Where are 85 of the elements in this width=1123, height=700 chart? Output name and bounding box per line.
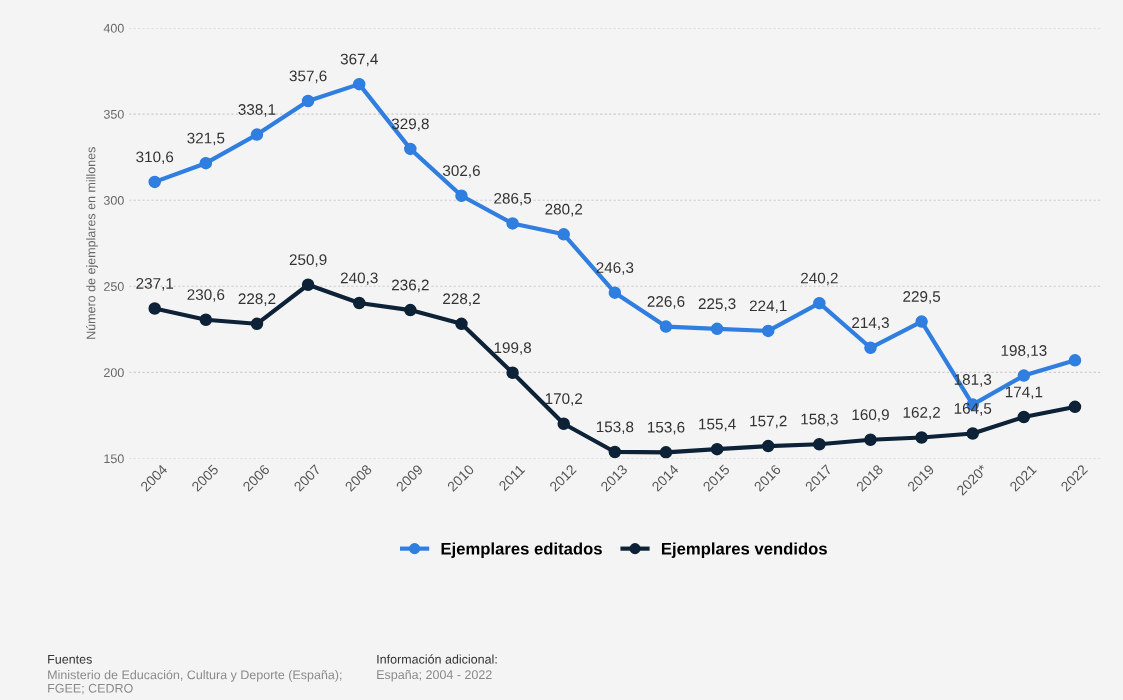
point — [557, 228, 570, 241]
point — [915, 431, 928, 444]
data-label: 228,2 — [443, 293, 480, 306]
y-tick-label: 350 — [103, 109, 124, 119]
point — [608, 445, 622, 459]
point — [864, 433, 877, 446]
point — [864, 341, 877, 355]
y-tick-label: 300 — [103, 196, 124, 205]
point — [199, 313, 213, 326]
text: Ministerio de Educación, Cultura y Deporte (España); FGEE; CEDRO — [48, 669, 342, 695]
data-label: 329,8 — [391, 118, 429, 131]
legend-label: Ejemplares vendidos — [661, 542, 827, 558]
point — [404, 142, 417, 156]
data-label: 170,2 — [545, 393, 583, 406]
data-label: 198,13 — [1001, 345, 1047, 358]
point — [250, 128, 264, 141]
point — [966, 427, 979, 440]
y-tick-label: 400 — [103, 23, 124, 33]
y-tick-label: 150 — [104, 454, 124, 464]
point — [761, 324, 775, 338]
point — [761, 439, 775, 453]
data-label: 153,8 — [596, 421, 634, 435]
point — [352, 296, 366, 310]
data-label: 199,8 — [494, 342, 532, 355]
point — [1017, 369, 1031, 382]
point — [710, 442, 724, 456]
data-label: 153,6 — [648, 421, 685, 435]
text: Información adicional: — [377, 654, 497, 664]
point — [148, 302, 161, 315]
point — [148, 175, 161, 189]
point — [1017, 410, 1031, 424]
data-label: 157,2 — [750, 415, 787, 429]
y-tick-label: 250 — [104, 282, 124, 291]
point — [710, 322, 724, 336]
point — [1068, 400, 1082, 414]
point — [608, 286, 622, 299]
data-label: 286,5 — [494, 192, 532, 206]
text: Fuentes — [48, 654, 92, 664]
data-label: 174,1 — [1005, 386, 1043, 400]
data-label: 158,3 — [801, 413, 838, 427]
point — [813, 296, 826, 310]
data-label: 160,9 — [852, 409, 889, 422]
data-label: 357,6 — [289, 70, 327, 84]
legend-label: Ejemplares editados — [441, 542, 602, 558]
data-label: 229,5 — [903, 291, 941, 304]
point — [301, 278, 315, 292]
point — [659, 320, 673, 333]
point — [199, 156, 213, 170]
data-label: 230,6 — [187, 289, 225, 302]
data-label: 321,5 — [187, 132, 225, 146]
data-label: 214,3 — [852, 317, 889, 330]
data-label: 236,2 — [391, 279, 429, 293]
point — [404, 303, 417, 317]
y-axis-title: Número de ejemplares en millones — [86, 147, 98, 339]
point — [659, 446, 673, 459]
data-label: 302,6 — [442, 165, 480, 178]
point — [915, 315, 928, 328]
point — [506, 217, 519, 230]
point — [250, 317, 264, 331]
point — [301, 94, 315, 108]
data-label: 225,3 — [698, 298, 736, 311]
data-label: 224,1 — [749, 300, 787, 314]
data-label: 280,2 — [545, 203, 583, 217]
data-label: 250,9 — [289, 254, 327, 267]
point — [506, 366, 519, 379]
data-label: 240,3 — [340, 272, 378, 286]
data-label: 246,3 — [596, 262, 634, 275]
point — [1068, 354, 1082, 367]
text: España; 2004 - 2022 — [377, 669, 492, 682]
data-label: 310,6 — [136, 151, 174, 165]
data-label: 162,2 — [903, 406, 940, 420]
y-tick-label: 200 — [104, 368, 124, 378]
point — [455, 317, 468, 331]
data-label: 240,2 — [801, 272, 838, 286]
point — [557, 417, 570, 430]
data-label: 228,2 — [238, 293, 276, 306]
data-label: 237,1 — [136, 278, 174, 291]
data-label: 367,4 — [340, 53, 378, 67]
data-label: 155,4 — [699, 418, 736, 432]
point — [352, 77, 366, 91]
data-label: 164,5 — [954, 403, 992, 416]
point — [813, 437, 826, 451]
data-label: 226,6 — [647, 296, 685, 309]
point — [455, 189, 468, 202]
data-label: 338,1 — [238, 104, 276, 117]
